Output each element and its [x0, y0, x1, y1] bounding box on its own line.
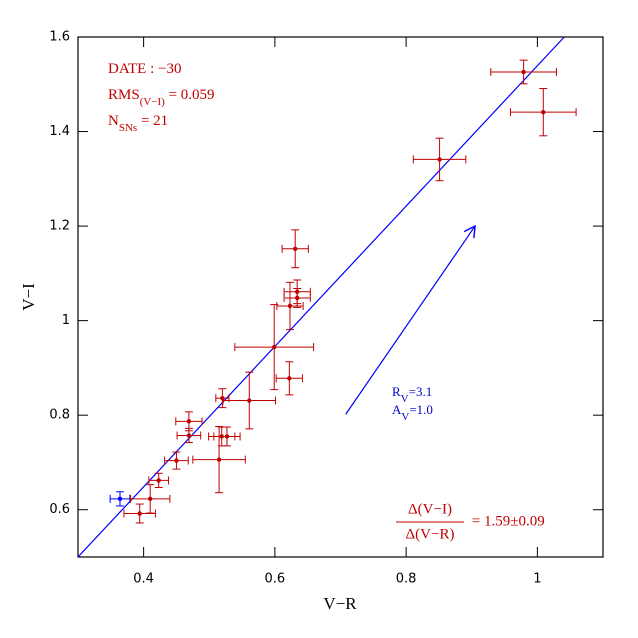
point — [174, 458, 179, 463]
point — [117, 496, 123, 502]
y-axis-label: V−I — [19, 283, 38, 311]
y-tick-label: 0.8 — [49, 408, 70, 423]
fit-line — [78, 37, 565, 557]
annotation: RMS(V−I) = 0.059 — [108, 87, 215, 107]
subscript: V — [401, 393, 409, 405]
point — [272, 344, 277, 350]
plot-frame — [77, 36, 604, 558]
point — [293, 246, 298, 251]
y-tick-label: 0.6 — [49, 502, 70, 517]
reddening-arrow — [345, 226, 475, 415]
y-tick-label: 1.4 — [49, 124, 70, 139]
point — [294, 289, 300, 294]
point — [437, 157, 442, 162]
arrow-label: AV=1.0 — [392, 402, 433, 423]
point — [220, 395, 225, 401]
text-part: N — [108, 113, 119, 129]
text-part: RMS — [108, 87, 140, 103]
point — [147, 496, 153, 502]
text-part: R — [392, 384, 401, 399]
point — [186, 433, 192, 438]
arrow-label: RV=3.1 — [392, 384, 432, 405]
x-tick-label: 0.4 — [133, 572, 154, 587]
x-tick-label: 1 — [533, 572, 541, 587]
point — [521, 69, 526, 75]
point — [224, 434, 230, 439]
text-part: = 0.059 — [165, 87, 215, 103]
x-tick-label: 0.6 — [265, 572, 286, 587]
y-tick-label: 1.6 — [49, 30, 70, 45]
annotation: DATE : −30 — [108, 61, 181, 77]
text-part: =1.0 — [409, 402, 433, 417]
point — [287, 376, 292, 381]
x-axis-label: V−R — [323, 594, 357, 613]
point — [247, 398, 252, 403]
point — [186, 419, 192, 424]
text-part: =3.1 — [409, 384, 433, 399]
y-tick-label: 1.2 — [49, 219, 70, 234]
subscript: V — [401, 411, 409, 423]
text-part: = 21 — [137, 113, 168, 129]
annotation: NSNs = 21 — [108, 113, 168, 133]
x-tick-label: 0.8 — [396, 572, 417, 587]
point — [137, 511, 142, 516]
y-tick-label: 1 — [62, 313, 70, 328]
slope-denominator: Δ(V−R) — [406, 526, 455, 542]
point — [216, 457, 222, 462]
point — [541, 109, 546, 115]
slope-value: = 1.59±0.09 — [468, 513, 545, 529]
point — [156, 478, 161, 483]
text-part: DATE : −30 — [108, 61, 181, 77]
subscript: (V−I) — [140, 96, 165, 108]
slope-numerator: Δ(V−I) — [408, 501, 452, 517]
text-part: A — [392, 402, 402, 417]
subscript: SNs — [119, 122, 137, 134]
point — [287, 303, 293, 309]
